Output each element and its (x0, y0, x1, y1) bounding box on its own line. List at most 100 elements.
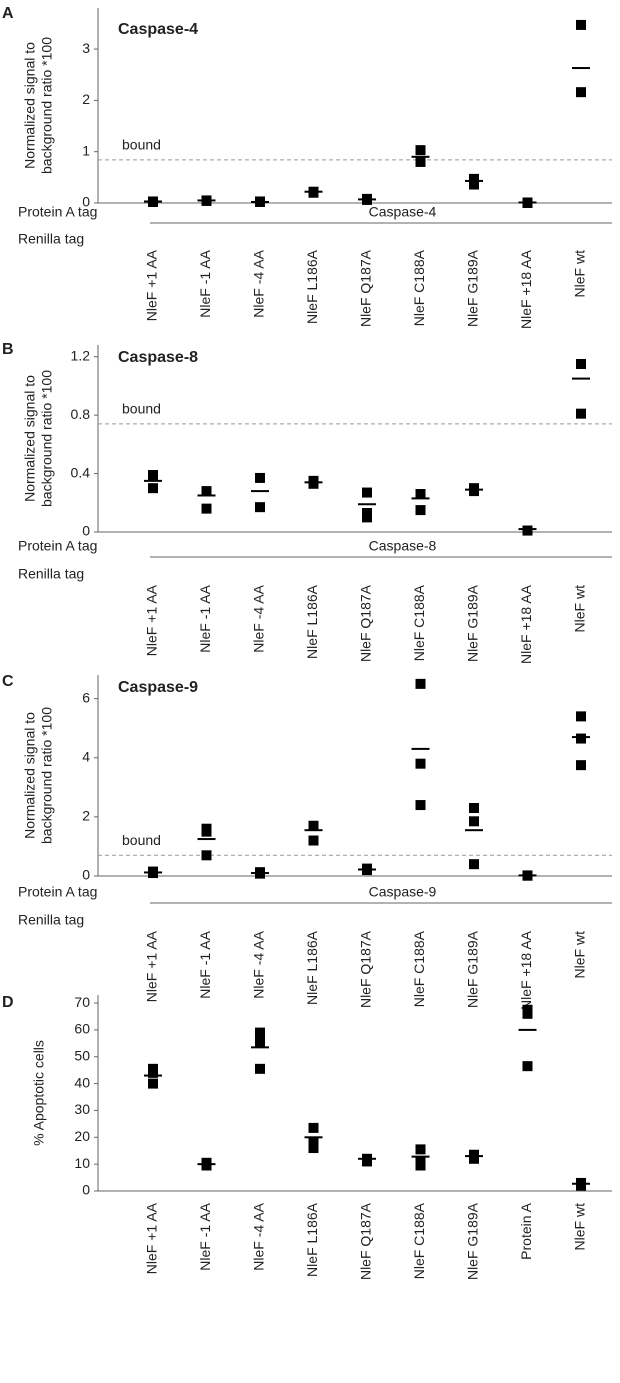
y-axis-label: background ratio *100 (39, 370, 55, 507)
y-tick-label: 20 (74, 1128, 90, 1144)
y-tick-label: 50 (74, 1047, 90, 1063)
x-tick-label: NleF +18 AA (518, 249, 534, 329)
replicate-point (308, 1143, 319, 1154)
y-tick-label: 1.2 (71, 347, 91, 363)
mean-line (411, 1155, 430, 1158)
panel-label: A (2, 5, 14, 22)
y-axis-label: Normalized signal to (22, 375, 38, 502)
y-axis-label: background ratio *100 (39, 707, 55, 844)
replicate-point (469, 803, 479, 814)
row-label: Protein A tag (18, 884, 97, 900)
mean-line (304, 1136, 323, 1139)
x-tick-label: NleF -4 AA (251, 584, 267, 652)
chart-title: Caspase-4 (118, 21, 198, 38)
replicate-point (255, 1027, 265, 1038)
panel-label: C (2, 673, 14, 690)
y-tick-label: 70 (74, 994, 90, 1010)
y-axis-label: % Apoptotic cells (31, 1040, 47, 1146)
panel-label: D (2, 994, 14, 1011)
x-tick-label: NleF L186A (304, 584, 320, 659)
y-tick-label: 0.4 (71, 464, 91, 480)
x-tick-label: NleF G189A (465, 584, 481, 662)
replicate-point (469, 1153, 479, 1164)
y-tick-label: 40 (74, 1074, 90, 1090)
replicate-point (576, 711, 586, 722)
replicate-point (415, 800, 426, 811)
y-tick-label: 2 (82, 91, 90, 107)
replicate-point (255, 502, 265, 513)
x-tick-label: NleF -1 AA (197, 930, 213, 998)
mean-line (572, 377, 590, 380)
protein-a-tag: Caspase-9 (369, 884, 437, 900)
x-tick-label: NleF C188A (411, 1202, 427, 1279)
mean-line (144, 479, 162, 482)
mean-line (411, 747, 430, 750)
x-tick-label: NleF wt (572, 1203, 588, 1251)
replicate-point (362, 1156, 372, 1167)
panel-label: B (2, 341, 14, 358)
y-tick-label: 4 (82, 748, 90, 764)
replicate-point (576, 87, 586, 98)
replicate-point (201, 850, 212, 861)
mean-line (144, 871, 162, 874)
chart-title: Caspase-8 (118, 349, 198, 366)
x-tick-label: NleF L186A (304, 249, 320, 324)
y-tick-label: 0 (82, 867, 90, 883)
y-tick-label: 10 (74, 1155, 90, 1171)
replicate-point (362, 487, 372, 498)
mean-line (304, 829, 323, 832)
row-label: Renilla tag (18, 566, 84, 582)
y-tick-label: 1 (82, 142, 90, 158)
x-tick-label: NleF Q187A (358, 1202, 374, 1280)
mean-line (251, 872, 269, 875)
bound-label: bound (122, 401, 161, 417)
x-tick-label: NleF -1 AA (197, 1202, 213, 1270)
replicate-point (148, 470, 158, 481)
replicate-point (308, 1122, 319, 1133)
replicate-point (201, 1160, 212, 1171)
replicate-point (308, 1137, 319, 1148)
mean-line (358, 1157, 376, 1160)
replicate-point (522, 1008, 533, 1019)
mean-line (251, 200, 269, 203)
row-label: Protein A tag (18, 538, 97, 554)
replicate-point (255, 1063, 265, 1074)
x-tick-label: NleF G189A (465, 930, 481, 1008)
x-tick-label: NleF C188A (411, 584, 427, 661)
mean-line (518, 528, 537, 531)
y-axis-label: Normalized signal to (22, 712, 38, 839)
replicate-point (469, 179, 479, 190)
x-tick-label: NleF +1 AA (144, 930, 160, 1002)
y-tick-label: 30 (74, 1101, 90, 1117)
x-tick-label: NleF -1 AA (197, 249, 213, 317)
mean-line (518, 201, 537, 204)
replicate-point (469, 859, 479, 870)
x-tick-label: NleF +18 AA (518, 584, 534, 664)
x-tick-label: NleF -1 AA (197, 584, 213, 652)
replicate-point (148, 1078, 158, 1089)
x-tick-label: NleF +18 AA (518, 930, 534, 1010)
replicate-point (415, 1160, 426, 1171)
mean-line (518, 1028, 537, 1031)
bound-label: bound (122, 832, 161, 848)
mean-line (358, 868, 376, 871)
mean-line (572, 67, 590, 70)
mean-line (144, 1074, 162, 1077)
replicate-point (576, 408, 586, 419)
x-tick-label: NleF C188A (411, 930, 427, 1007)
replicate-point (308, 835, 319, 846)
mean-line (465, 829, 483, 832)
replicate-point (148, 1067, 158, 1078)
y-tick-label: 6 (82, 689, 90, 705)
replicate-point (308, 478, 319, 489)
replicate-point (201, 503, 212, 514)
replicate-point (522, 525, 533, 536)
replicate-point (255, 472, 265, 483)
x-tick-label: NleF wt (572, 585, 588, 633)
mean-line (358, 503, 376, 506)
row-label: Renilla tag (18, 912, 84, 928)
row-label: Renilla tag (18, 231, 84, 247)
replicate-point (148, 483, 158, 494)
y-tick-label: 0.8 (71, 406, 91, 422)
